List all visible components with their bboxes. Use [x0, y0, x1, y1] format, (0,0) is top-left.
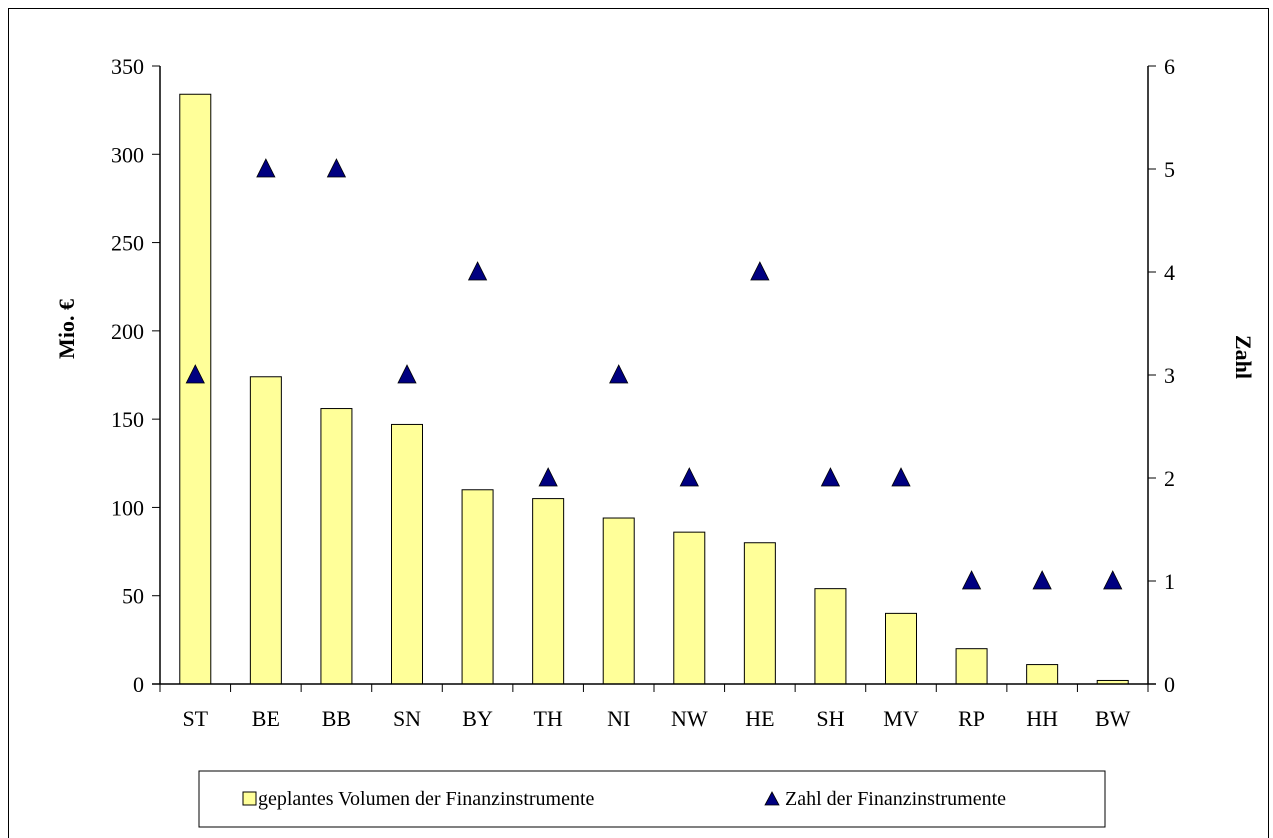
marker-nw [679, 467, 699, 487]
marker-hh [1032, 570, 1052, 590]
chart-frame [8, 8, 1269, 838]
bar-nw [673, 531, 706, 685]
bar-hh [1026, 664, 1059, 685]
bar-th [532, 498, 565, 685]
legend-bar-swatch [242, 791, 257, 806]
legend-label-volume: geplantes Volumen der Finanzinstrumente [258, 788, 595, 810]
category-label-rp: RP [958, 706, 985, 731]
category-label-nw: NW [671, 706, 708, 731]
legend-box [198, 770, 1106, 828]
bar-be [249, 376, 282, 685]
marker-rp [961, 570, 982, 590]
bar-series [179, 93, 1129, 685]
y-tick-label-right: 3 [1164, 363, 1175, 388]
y-tick-label-right: 6 [1164, 54, 1175, 79]
y-axis-title-right: Zahl [1231, 335, 1256, 379]
marker-be [256, 158, 276, 178]
marker-sh [820, 467, 841, 487]
bar-mv [885, 612, 917, 685]
axes [152, 66, 1156, 692]
category-label-bb: BB [322, 706, 351, 731]
bar-st [179, 93, 212, 685]
legend-label-count: Zahl der Finanzinstrumente [785, 788, 1006, 810]
category-label-be: BE [252, 706, 280, 731]
y-tick-label-left: 50 [122, 584, 144, 609]
marker-ni [609, 364, 629, 384]
y-tick-label-left: 200 [111, 319, 144, 344]
marker-th [538, 467, 558, 487]
right-axis-ticks: 0 1 2 3 4 5 6 [1148, 54, 1175, 697]
category-label-he: HE [745, 706, 774, 731]
y-tick-label-left: 0 [133, 672, 144, 697]
left-axis-ticks: 0 50 100 150 200 250 300 350 [111, 54, 160, 697]
category-label-ni: NI [607, 706, 630, 731]
y-tick-label-right: 0 [1164, 672, 1175, 697]
category-label-st: ST [182, 706, 208, 731]
y-tick-label-left: 300 [111, 142, 144, 167]
category-label-sn: SN [393, 706, 421, 731]
marker-sn [397, 364, 417, 384]
y-tick-label-left: 100 [111, 495, 144, 520]
y-tick-label-left: 350 [111, 54, 144, 79]
y-tick-label-right: 5 [1164, 157, 1175, 182]
bar-sn [391, 423, 423, 685]
category-labels: ST BE BB SN BY TH NI NW HE SH MV RP HH BW [182, 706, 1130, 731]
bar-sh [814, 588, 847, 685]
legend-triangle-marker [764, 791, 780, 806]
category-label-bw: BW [1095, 706, 1131, 731]
bar-bb [320, 408, 353, 685]
category-label-mv: MV [883, 706, 919, 731]
y-tick-label-left: 150 [111, 407, 144, 432]
legend: geplantes Volumen der Finanzinstrumente … [198, 770, 1106, 828]
marker-bb [326, 158, 347, 178]
bar-by [461, 489, 494, 685]
bar-ni [602, 517, 635, 685]
y-tick-label-left: 250 [111, 231, 144, 256]
marker-st [185, 364, 205, 384]
y-tick-label-right: 4 [1164, 260, 1175, 285]
y-tick-label-right: 1 [1164, 569, 1175, 594]
category-label-hh: HH [1026, 706, 1058, 731]
bar-rp [955, 648, 988, 685]
marker-he [750, 261, 770, 281]
y-tick-label-right: 2 [1164, 466, 1175, 491]
y-axis-title-left: Mio. € [54, 299, 79, 359]
marker-by [467, 261, 488, 281]
marker-series [185, 158, 1123, 590]
category-label-th: TH [533, 706, 562, 731]
category-label-by: BY [462, 706, 493, 731]
marker-bw [1103, 570, 1123, 590]
marker-mv [891, 467, 911, 487]
category-label-sh: SH [816, 706, 844, 731]
bar-he [743, 542, 776, 685]
